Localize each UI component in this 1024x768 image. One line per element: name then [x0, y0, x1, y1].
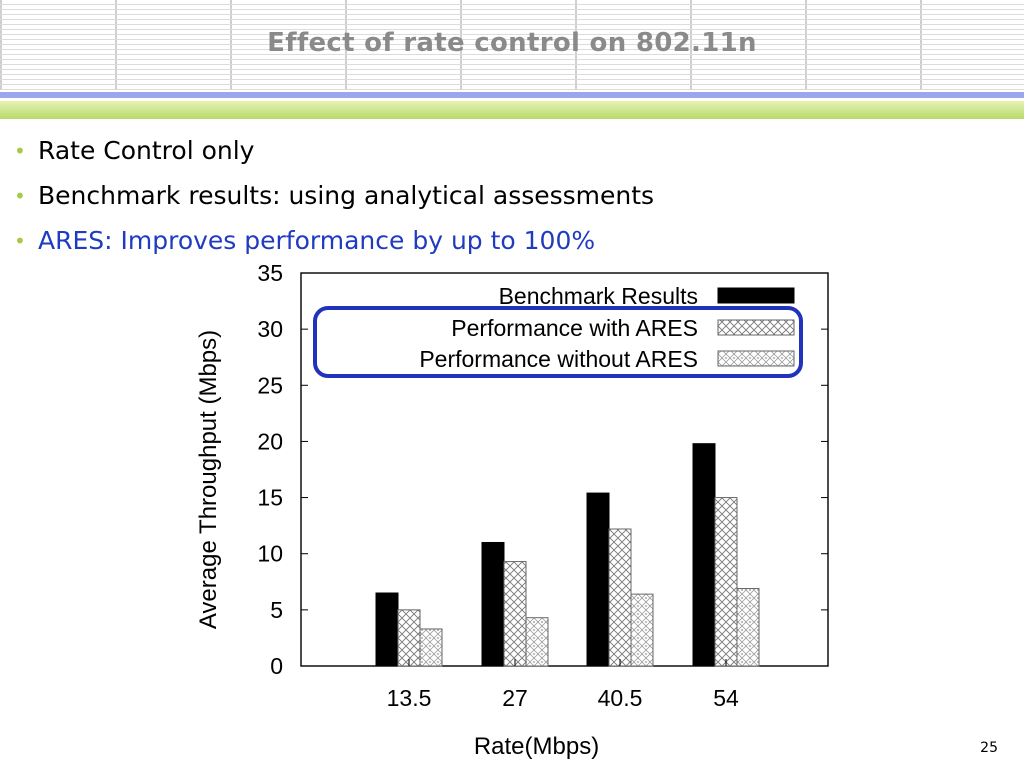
- legend-swatch: [717, 350, 795, 367]
- bullet-list: • Rate Control only • Benchmark results:…: [14, 128, 654, 263]
- x-axis-label: Rate(Mbps): [474, 733, 599, 760]
- x-tick-label: 27: [502, 685, 528, 711]
- bullet-text: Benchmark results: using analytical asse…: [38, 181, 655, 210]
- y-tick-label: 20: [257, 428, 283, 454]
- x-tick-label: 40.5: [598, 685, 643, 711]
- x-tick-label: 13.5: [387, 685, 432, 711]
- bar: [714, 497, 738, 667]
- x-tick-label: 54: [713, 685, 739, 711]
- legend-swatch: [717, 287, 795, 304]
- bullet-text-highlight: ARES: Improves performance by up to 100%: [38, 226, 596, 255]
- chart-svg: 0 5 10 15 20 25 30 35 13.5 27 40.5 54 Rate(Mbps) Aver…: [195, 260, 829, 760]
- legend-label: Performance with ARES: [451, 315, 698, 341]
- bullet-dot-icon: •: [14, 138, 26, 163]
- y-tick-label: 10: [257, 541, 283, 567]
- y-tick-label: 25: [257, 372, 283, 398]
- y-tick-label: 15: [257, 485, 283, 511]
- bar: [375, 592, 399, 667]
- bar: [481, 541, 505, 667]
- legend-highlight-box: [313, 306, 803, 378]
- bullet-dot-icon: •: [14, 183, 26, 208]
- bar: [692, 443, 716, 667]
- bullet-dot-icon: •: [14, 228, 26, 253]
- bullet-item: • Rate Control only: [14, 128, 654, 173]
- slide-title: Effect of rate control on 802.11n: [267, 28, 757, 58]
- y-tick-label: 35: [257, 260, 283, 286]
- bar: [736, 588, 760, 667]
- legend-label: Benchmark Results: [499, 283, 698, 309]
- page-number: 25: [980, 740, 998, 756]
- bar: [608, 528, 632, 667]
- bar: [630, 593, 654, 667]
- legend-label: Performance without ARES: [419, 346, 698, 372]
- bar: [419, 628, 443, 667]
- y-tick-label: 30: [257, 316, 283, 342]
- throughput-chart: 0 5 10 15 20 25 30 35 13.5 27 40.5 54 Rate(Mbps) Aver…: [178, 258, 832, 768]
- header-green-band: [0, 101, 1024, 119]
- bar: [503, 561, 527, 667]
- slide-header-band: Effect of rate control on 802.11n: [0, 0, 1024, 90]
- bullet-text: Rate Control only: [38, 136, 255, 165]
- legend-swatch: [717, 319, 795, 336]
- bar: [586, 492, 610, 667]
- y-tick-label: 5: [270, 597, 283, 623]
- y-tick-label: 0: [270, 653, 283, 679]
- bullet-item: • ARES: Improves performance by up to 10…: [14, 218, 654, 263]
- bullet-item: • Benchmark results: using analytical as…: [14, 173, 654, 218]
- bar: [525, 617, 549, 667]
- plot-frame: [300, 272, 829, 667]
- y-axis-label: Average Throughput (Mbps): [195, 330, 222, 629]
- header-blue-rule: [0, 92, 1024, 98]
- bar: [397, 609, 421, 667]
